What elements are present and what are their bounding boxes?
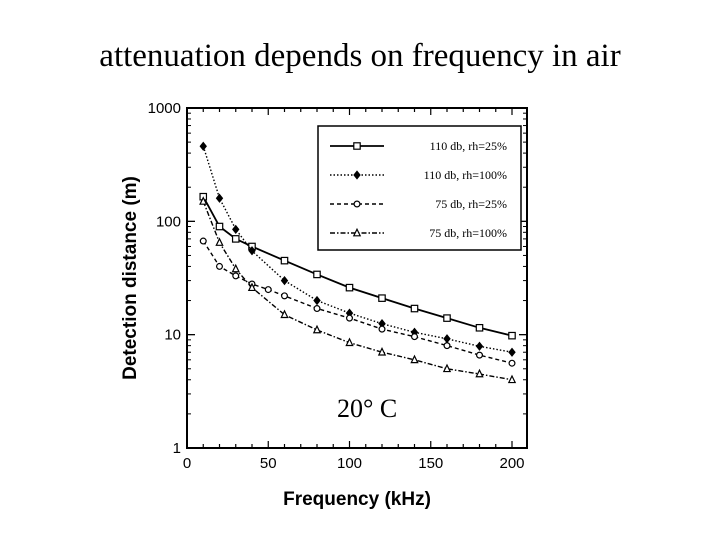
data-point — [280, 275, 289, 286]
data-point — [231, 235, 240, 243]
data-point — [410, 354, 419, 364]
legend-entry: 110 db, rh=25% — [430, 139, 507, 153]
legend-entry: 75 db, rh=25% — [435, 197, 507, 211]
data-point — [199, 141, 207, 151]
x-tick-label: 0 — [183, 455, 191, 472]
data-point — [476, 351, 484, 359]
plot-border — [186, 107, 528, 449]
series-4 — [199, 196, 517, 384]
y-tick-label: 10 — [164, 327, 181, 344]
data-point — [353, 200, 361, 208]
data-point — [442, 363, 452, 373]
y-tick-label: 100 — [156, 213, 181, 230]
series-line — [202, 145, 513, 353]
x-tick-label: 50 — [260, 455, 277, 472]
data-point — [280, 256, 289, 265]
x-tick-label: 150 — [418, 455, 443, 472]
data-point — [507, 374, 517, 384]
data-point — [346, 314, 354, 322]
data-point — [313, 295, 321, 306]
data-point — [411, 333, 419, 341]
legend: 110 db, rh=25% 110 db, rh=100% 75 db, rh=2… — [317, 125, 522, 251]
data-point — [508, 359, 516, 367]
data-point — [247, 282, 257, 292]
data-point — [508, 347, 516, 357]
axis-ticks: 0 50 100 150 200 1 10 100 1000 — [148, 100, 527, 472]
legend-entry: 110 db, rh=100% — [424, 168, 507, 182]
data-point — [345, 337, 354, 347]
data-point — [475, 323, 484, 332]
data-point — [377, 347, 387, 356]
x-axis-label: Frequency (kHz) — [283, 489, 431, 510]
data-point — [215, 222, 224, 231]
temperature-annotation: 20° C — [337, 394, 397, 423]
data-point — [353, 170, 361, 180]
data-point — [443, 314, 451, 322]
data-point — [410, 304, 419, 313]
data-point — [313, 270, 321, 279]
data-point — [443, 342, 451, 350]
y-axis-label: Detection distance (m) — [120, 176, 141, 380]
data-point — [345, 283, 354, 292]
y-tick-label: 1 — [173, 440, 181, 457]
data-point — [353, 142, 361, 150]
legend-entry: 75 db, rh=100% — [429, 226, 507, 240]
y-tick-label: 1000 — [148, 100, 181, 117]
data-point — [475, 368, 484, 378]
series-layer — [199, 141, 517, 384]
series-line — [202, 201, 513, 381]
x-tick-label: 200 — [499, 455, 524, 472]
data-point — [443, 334, 451, 344]
data-point — [378, 294, 386, 302]
data-point — [215, 193, 224, 203]
data-point — [231, 263, 240, 273]
data-point — [216, 262, 224, 270]
data-point — [508, 331, 516, 340]
plot-frame — [186, 107, 528, 449]
data-point — [232, 272, 240, 280]
data-point — [475, 341, 484, 351]
data-point — [312, 324, 322, 334]
slide-title: attenuation depends on frequency in air — [99, 38, 621, 74]
data-point — [199, 237, 207, 245]
data-point — [352, 227, 362, 237]
data-point — [281, 292, 289, 300]
data-point — [199, 196, 208, 205]
data-point — [232, 224, 240, 234]
series-3 — [199, 237, 516, 367]
data-point — [280, 309, 289, 319]
x-tick-label: 100 — [337, 455, 362, 472]
data-point — [378, 325, 386, 333]
data-point — [215, 237, 224, 246]
data-point — [313, 305, 321, 313]
data-point — [248, 246, 256, 256]
data-point — [264, 286, 272, 294]
